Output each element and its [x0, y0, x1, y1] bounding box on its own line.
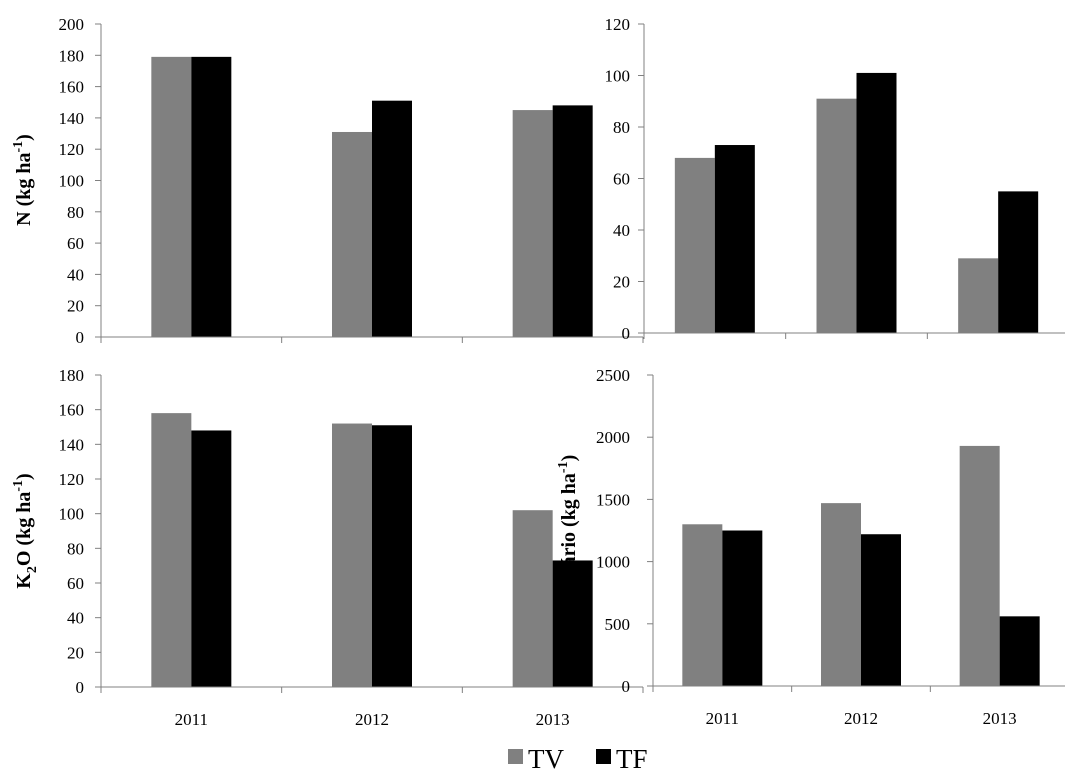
bar-tv-2013	[512, 510, 553, 687]
bar-tf-2013	[552, 105, 593, 337]
bar-tv-2011	[674, 157, 715, 333]
y-tick-label: 160	[59, 401, 85, 420]
bar-tf-2013	[999, 616, 1040, 686]
bar-tv-2011	[682, 524, 723, 686]
bar-tf-2012	[372, 100, 412, 337]
bar-tf-2013	[552, 560, 593, 687]
y-tick-label: 120	[605, 15, 631, 34]
y-tick-label: 40	[613, 221, 630, 240]
bar-tv-2011	[151, 56, 192, 338]
y-tick-label: 100	[59, 172, 85, 191]
legend-swatch-tf	[596, 749, 611, 764]
bar-tv-2012	[332, 423, 372, 687]
y-tick-label: 180	[59, 366, 85, 385]
y-tick-label: 40	[67, 609, 84, 628]
y-tick-label: 100	[605, 67, 631, 86]
bar-tf-2011	[722, 530, 763, 686]
y-tick-label: 100	[59, 505, 85, 524]
bar-tv-2013	[958, 258, 999, 333]
y-axis-title: K2O (kg ha-1)	[11, 473, 40, 588]
bar-tf-2011	[191, 430, 232, 687]
bar-tv-2011	[151, 413, 192, 687]
y-axis-title: Calcário (kg ha-1)	[556, 455, 580, 606]
y-axis-title: N (kg ha-1)	[11, 134, 35, 226]
y-axis-title: P2O5 (kg ha-1)	[556, 118, 585, 237]
y-tick-label: 2000	[596, 428, 630, 447]
y-tick-label: 200	[59, 15, 85, 34]
y-tick-label: 80	[613, 118, 630, 137]
bar-tv-2012	[332, 131, 372, 337]
y-tick-label: 80	[67, 539, 84, 558]
y-tick-label: 20	[67, 297, 84, 316]
legend-label-tv: TV	[528, 744, 564, 769]
bar-tf-2012	[856, 72, 897, 334]
y-tick-label: 20	[67, 643, 84, 662]
legend-label-tf: TF	[616, 744, 648, 769]
y-tick-label: 2500	[596, 366, 630, 385]
bar-tv-2012	[816, 98, 857, 333]
chart-panel-p2o5: 0 20 40 60 80 100 120 P2O5 (kg ha-1)	[556, 15, 1065, 343]
y-tick-label: 80	[67, 203, 84, 222]
y-tick-label: 180	[59, 46, 85, 65]
y-tick-label: 60	[67, 234, 84, 253]
chart-panel-k2o: 0 20 40 60 80 100 120 140 160 180 2011 2012 2013 K2O …	[11, 366, 644, 729]
x-tick-label-2011: 2011	[175, 710, 208, 729]
bar-tv-2013	[959, 445, 1000, 686]
y-tick-label: 0	[76, 678, 85, 697]
y-tick-label: 1000	[596, 553, 630, 572]
bar-tv-2012	[821, 503, 861, 686]
bar-tf-2011	[714, 145, 755, 333]
x-tick-label-2012: 2012	[355, 710, 389, 729]
y-tick-label: 1500	[596, 490, 630, 509]
bar-tv-2013	[512, 110, 553, 337]
y-tick-label: 140	[59, 435, 85, 454]
y-tick-label: 120	[59, 140, 85, 159]
y-tick-label: 0	[76, 328, 85, 347]
x-tick-label-2013: 2013	[536, 710, 570, 729]
y-tick-label: 120	[59, 470, 85, 489]
y-tick-label: 140	[59, 109, 85, 128]
bar-tf-2013	[998, 191, 1039, 333]
y-tick-label: 40	[67, 265, 84, 284]
x-tick-label-2012: 2012	[844, 709, 878, 728]
chart-panel-calcario: 0 500 1000 1500 2000 2500 2011 2012 2013 Calcário…	[556, 366, 1065, 728]
legend: TV TF	[508, 744, 648, 769]
y-tick-label: 20	[613, 273, 630, 292]
y-tick-label: 60	[613, 170, 630, 189]
legend-swatch-tv	[508, 749, 523, 764]
x-tick-label-2013: 2013	[983, 709, 1017, 728]
x-tick-label-2011: 2011	[706, 709, 739, 728]
y-tick-label: 0	[622, 677, 631, 696]
y-tick-label: 0	[622, 324, 631, 343]
bar-tf-2012	[372, 425, 412, 687]
bar-tf-2012	[861, 534, 901, 686]
bar-tf-2011	[191, 56, 232, 338]
y-tick-label: 60	[67, 574, 84, 593]
y-tick-label: 500	[605, 615, 631, 634]
y-tick-label: 160	[59, 78, 85, 97]
